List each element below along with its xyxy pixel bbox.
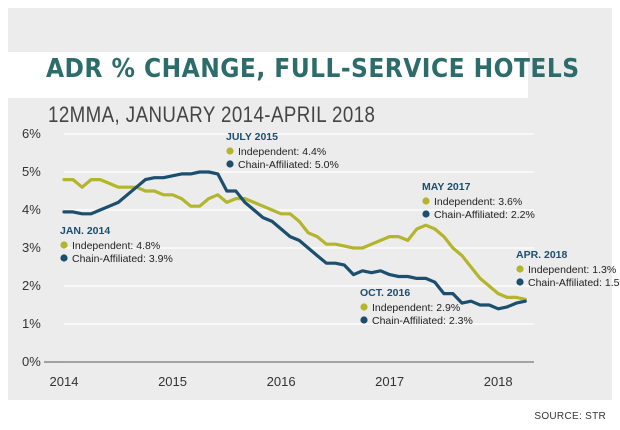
annotation-date: APR. 2018 bbox=[516, 249, 568, 261]
independent-dot-icon bbox=[360, 303, 368, 311]
y-tick-label: 4% bbox=[22, 202, 41, 217]
annotation-chain-affiliated: Chain-Affiliated: 2.2% bbox=[434, 209, 535, 221]
independent-series-line bbox=[62, 178, 527, 301]
y-tick-label: 2% bbox=[22, 278, 41, 293]
y-tick-label: 5% bbox=[22, 164, 41, 179]
x-tick-label: 2014 bbox=[50, 374, 79, 389]
annotation-independent: Independent: 4.8% bbox=[72, 240, 160, 252]
x-tick-label: 2018 bbox=[484, 374, 513, 389]
y-tick-label: 3% bbox=[22, 240, 41, 255]
independent-dot-icon bbox=[226, 147, 234, 155]
annotation-chain-affiliated: Chain-Affiliated: 3.9% bbox=[72, 253, 173, 265]
y-tick-label: 1% bbox=[22, 316, 41, 331]
chain-affiliated-dot-icon bbox=[516, 278, 524, 286]
independent-dot-icon bbox=[422, 197, 430, 205]
title-band bbox=[8, 52, 528, 98]
x-tick-label: 2016 bbox=[267, 374, 296, 389]
annotation-chain-affiliated: Chain-Affiliated: 2.3% bbox=[372, 315, 473, 327]
chain-affiliated-dot-icon bbox=[60, 254, 68, 262]
annotation-chain-affiliated: Chain-Affiliated: 5.0% bbox=[238, 159, 339, 171]
x-tick-label: 2015 bbox=[158, 374, 187, 389]
chart-subtitle: 12MMA, JANUARY 2014-APRIL 2018 bbox=[48, 102, 376, 127]
annotation-date: JAN. 2014 bbox=[60, 225, 110, 237]
annotation-date: OCT. 2016 bbox=[360, 287, 410, 299]
annotation-independent: Independent: 4.4% bbox=[238, 146, 326, 158]
chain-affiliated-dot-icon bbox=[360, 316, 368, 324]
x-tick-label: 2017 bbox=[375, 374, 404, 389]
y-tick-label: 0% bbox=[22, 354, 41, 369]
annotation-independent: Independent: 2.9% bbox=[372, 302, 460, 314]
independent-dot-icon bbox=[60, 241, 68, 249]
chain-affiliated-dot-icon bbox=[422, 210, 430, 218]
source-note: SOURCE: STR bbox=[534, 411, 606, 422]
annotation-independent: Independent: 1.3% bbox=[528, 264, 616, 276]
independent-dot-icon bbox=[516, 265, 524, 273]
annotation-date: MAY 2017 bbox=[422, 181, 471, 193]
chain-affiliated-dot-icon bbox=[226, 160, 234, 168]
annotation-independent: Independent: 3.6% bbox=[434, 196, 522, 208]
y-tick-label: 6% bbox=[22, 126, 41, 141]
annotation-chain-affiliated: Chain-Affiliated: 1.5% bbox=[528, 277, 620, 289]
annotation-date: JULY 2015 bbox=[226, 131, 278, 143]
chart-title: ADR % CHANGE, FULL-SERVICE HOTELS bbox=[46, 54, 580, 84]
chart-panel: ADR % CHANGE, FULL-SERVICE HOTELS 12MMA,… bbox=[8, 8, 612, 400]
chain-affiliated-series-line bbox=[62, 170, 527, 311]
